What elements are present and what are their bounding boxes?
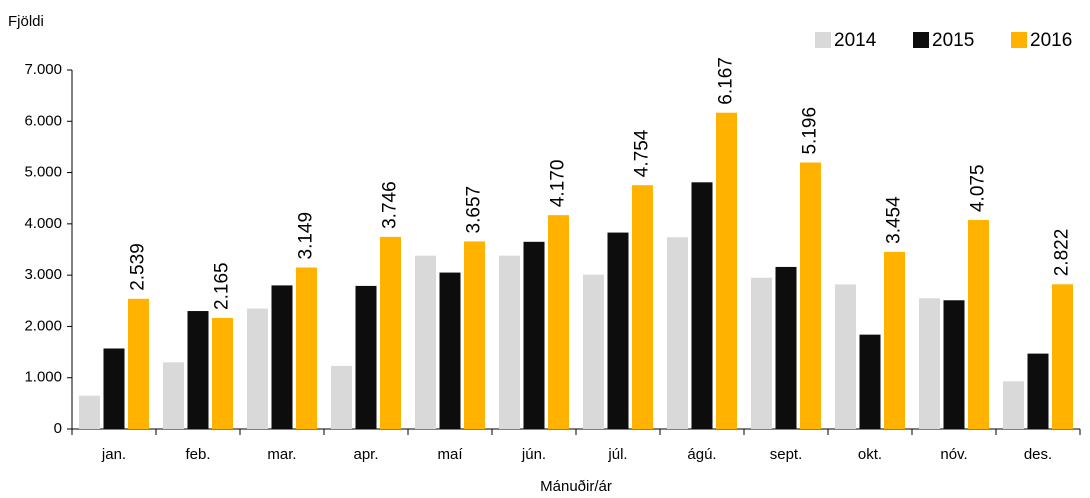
y-tick-label: 7.000	[24, 61, 62, 78]
bar	[716, 112, 737, 429]
x-tick-label: jún.	[521, 446, 546, 463]
x-tick-label: des.	[1024, 446, 1052, 463]
bar	[667, 237, 688, 429]
x-tick-label: júl.	[607, 446, 627, 463]
value-label: 3.149	[296, 212, 317, 260]
bar	[632, 185, 653, 429]
bar	[859, 334, 881, 429]
value-label: 4.075	[968, 164, 989, 212]
bar	[355, 285, 377, 429]
bar	[464, 241, 485, 429]
value-label: 5.196	[800, 107, 821, 155]
bar	[607, 232, 629, 429]
x-axis-label: Mánuðir/ár	[540, 478, 612, 495]
bar	[968, 220, 989, 429]
bar	[212, 317, 233, 429]
bar	[415, 255, 436, 429]
bar	[187, 311, 209, 429]
bar	[1003, 381, 1024, 429]
bar	[439, 272, 461, 429]
bar	[1052, 284, 1073, 429]
bar	[548, 215, 569, 429]
value-label: 3.657	[464, 186, 485, 234]
bar	[1027, 353, 1049, 429]
bar	[79, 395, 100, 429]
y-tick-label: 4.000	[24, 215, 62, 232]
legend-swatch	[1011, 32, 1027, 48]
value-label: 4.170	[548, 160, 569, 208]
bar	[751, 277, 772, 429]
bar	[884, 251, 905, 429]
bar	[271, 285, 293, 429]
bar	[247, 308, 268, 429]
bar	[380, 236, 401, 429]
value-label: 3.454	[884, 196, 905, 244]
bar	[919, 298, 940, 429]
legend-swatch	[815, 32, 831, 48]
y-tick-label: 2.000	[24, 317, 62, 334]
bar	[835, 284, 856, 429]
value-label: 6.167	[716, 57, 737, 105]
legend-label: 2016	[1030, 30, 1072, 51]
bar	[691, 182, 713, 429]
bar	[523, 241, 545, 429]
y-axis-label: Fjöldi	[8, 13, 44, 30]
value-label: 4.754	[632, 129, 653, 177]
x-tick-label: nóv.	[940, 446, 967, 463]
x-tick-label: feb.	[185, 446, 210, 463]
bar	[583, 274, 604, 429]
bar	[943, 300, 965, 429]
bar	[103, 348, 125, 429]
x-tick-label: mar.	[267, 446, 296, 463]
x-tick-label: ágú.	[687, 446, 716, 463]
value-label: 3.746	[380, 181, 401, 229]
value-label: 2.822	[1052, 229, 1073, 277]
x-tick-label: apr.	[353, 446, 378, 463]
bar	[800, 162, 821, 430]
bar	[128, 298, 149, 429]
bar	[331, 365, 352, 429]
x-tick-label: jan.	[101, 446, 126, 463]
legend-swatch	[913, 32, 929, 48]
value-label: 2.165	[212, 262, 233, 310]
legend-label: 2015	[932, 30, 974, 51]
bar	[296, 267, 317, 429]
y-tick-label: 0	[54, 420, 62, 437]
value-label: 2.539	[128, 243, 149, 291]
x-tick-label: okt.	[858, 446, 882, 463]
x-tick-label: maí	[437, 446, 463, 463]
y-tick-label: 3.000	[24, 266, 62, 283]
legend-label: 2014	[834, 30, 877, 51]
bar	[775, 266, 797, 429]
bar	[499, 255, 520, 429]
y-tick-label: 6.000	[24, 112, 62, 129]
x-tick-label: sept.	[770, 446, 803, 463]
y-tick-label: 1.000	[24, 369, 62, 386]
y-tick-label: 5.000	[24, 164, 62, 181]
bar	[163, 362, 184, 429]
